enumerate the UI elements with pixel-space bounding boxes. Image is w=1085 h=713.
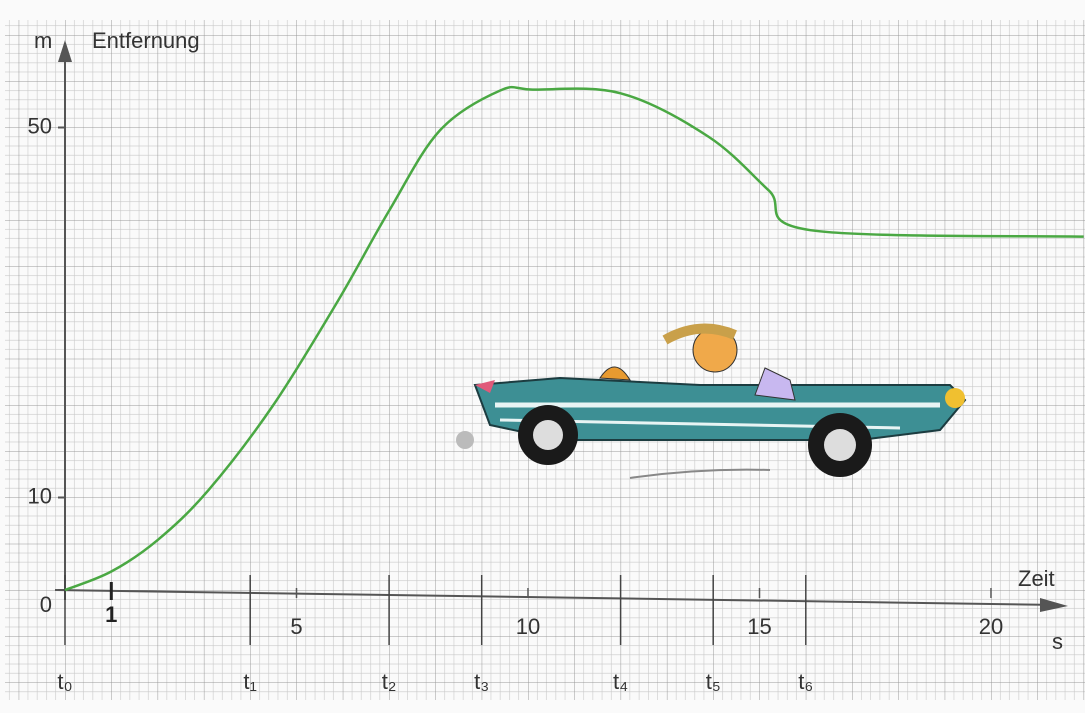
time-label: t₃ — [474, 669, 489, 694]
x-tick-label: 5 — [290, 614, 302, 639]
axes — [54, 40, 1068, 612]
annotation: 1 — [105, 602, 117, 627]
time-label: t₅ — [706, 669, 721, 694]
x-axis-label: Zeit — [1018, 566, 1055, 591]
y-axis-label: Entfernung — [92, 28, 200, 53]
x-tick-label: 10 — [516, 614, 540, 639]
time-label: t₆ — [798, 669, 813, 694]
y-unit: m — [34, 28, 52, 53]
x-tick-label: 15 — [747, 614, 771, 639]
graph-paper — [5, 20, 1085, 700]
car-illustration — [456, 323, 967, 479]
y-arrow — [58, 40, 72, 62]
y-tick-label: 10 — [28, 483, 52, 508]
x-unit: s — [1052, 629, 1063, 654]
time-label: t₂ — [382, 669, 397, 694]
x-arrow — [1040, 598, 1068, 612]
time-label: t₀ — [57, 669, 72, 694]
time-label: t₁ — [243, 669, 257, 694]
x-tick-label: 20 — [979, 614, 1003, 639]
y-tick-label: 50 — [28, 113, 52, 138]
y-tick-label: 0 — [40, 592, 52, 617]
x-axis — [54, 589, 1061, 606]
time-label: t₄ — [613, 669, 628, 694]
distance-curve — [64, 85, 1084, 592]
